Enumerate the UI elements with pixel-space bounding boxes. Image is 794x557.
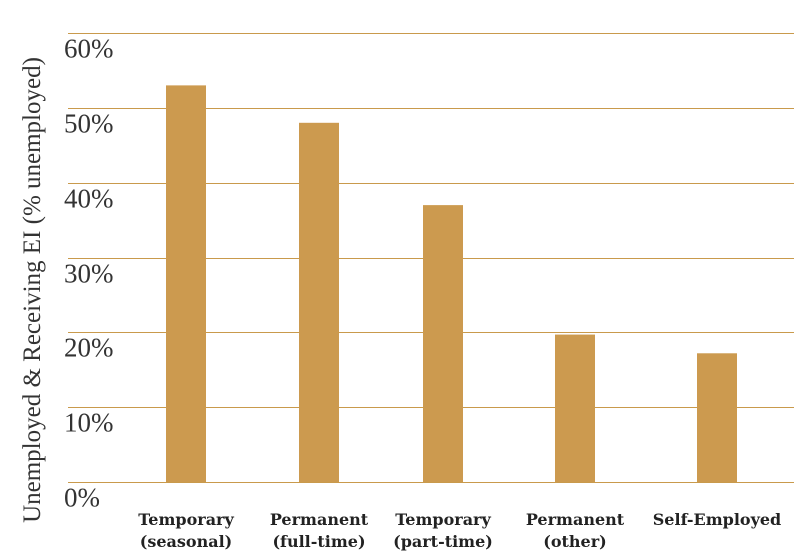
bar	[555, 334, 595, 482]
x-tick-label: Permanent (other)	[526, 510, 625, 551]
bars	[166, 85, 737, 483]
y-tick-label: 20%	[64, 333, 114, 363]
y-tick-label: 30%	[64, 259, 114, 289]
y-tick-label: 60%	[64, 34, 114, 64]
y-tick-label: 10%	[64, 408, 114, 438]
x-tick-label: Temporary (part-time)	[393, 510, 493, 551]
x-tick-labels: Temporary (seasonal) Permanent (full-time) T…	[138, 510, 781, 551]
y-axis-label: Unemployed & Receiving EI (% unemployed)	[19, 57, 46, 523]
bar	[166, 85, 206, 482]
y-tick-label: 40%	[64, 184, 114, 214]
bar	[697, 353, 737, 482]
bar	[423, 205, 463, 482]
x-tick-label: Self-Employed	[653, 510, 782, 529]
bar	[299, 122, 339, 483]
x-tick-label: Temporary (seasonal)	[138, 510, 234, 551]
x-tick-label: Permanent (full-time)	[270, 510, 369, 551]
y-tick-label: 0%	[64, 483, 100, 513]
y-tick-labels: 0% 10% 20% 30% 40% 50% 60%	[64, 34, 114, 513]
y-tick-label: 50%	[64, 109, 114, 139]
